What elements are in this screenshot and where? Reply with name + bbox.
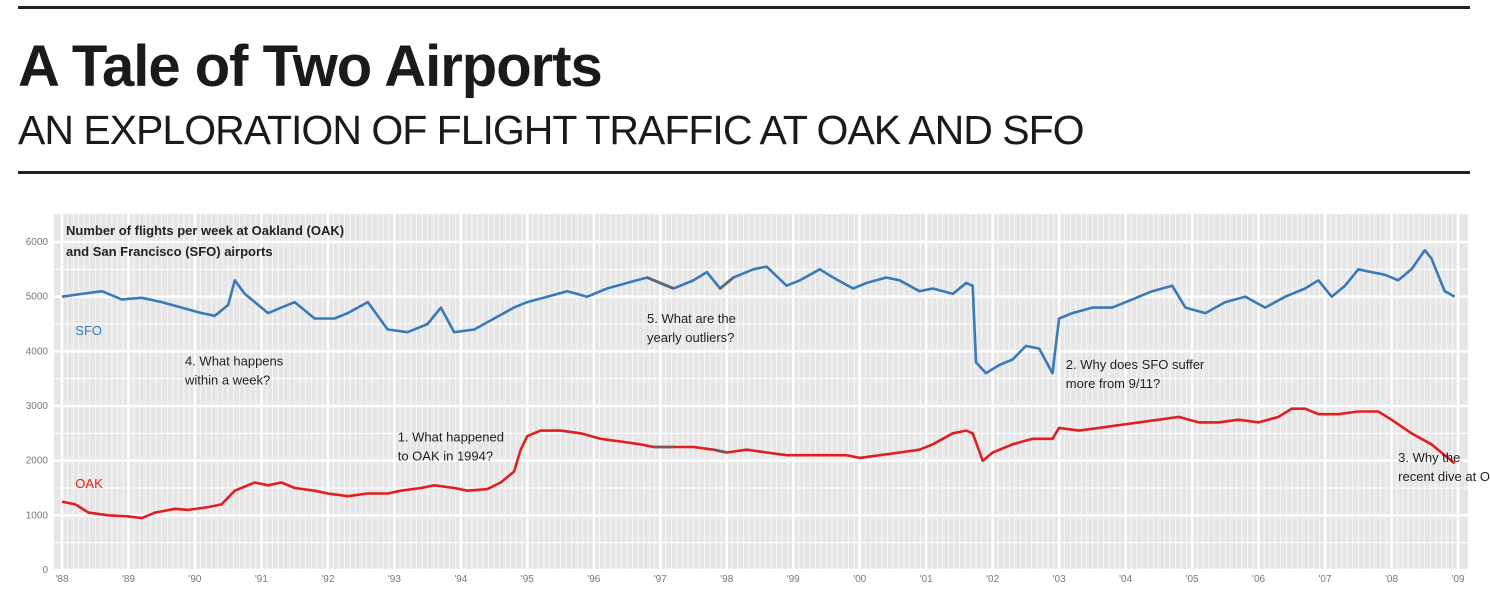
page-subtitle: AN EXPLORATION OF FLIGHT TRAFFIC AT OAK …: [18, 107, 1085, 153]
x-tick-label: '94: [454, 574, 467, 585]
y-tick-label: 6000: [26, 237, 49, 248]
series-lines: [61, 248, 1456, 520]
y-tick-label: 0: [42, 565, 48, 576]
x-tick-label: '88: [55, 574, 68, 585]
annotation-text: more from 9/11?: [1066, 376, 1160, 391]
annotation-text: 2. Why does SFO suffer: [1066, 357, 1205, 372]
x-tick-label: '91: [255, 574, 268, 585]
x-tick-label: '01: [920, 574, 933, 585]
x-tick-label: '95: [521, 574, 534, 585]
y-tick-label: 3000: [26, 401, 49, 412]
x-tick-label: '98: [720, 574, 733, 585]
x-tick-label: '05: [1186, 574, 1199, 585]
x-tick-label: '06: [1252, 574, 1265, 585]
series-labels: SFO OAK: [75, 323, 103, 491]
y-tick-label: 2000: [26, 456, 49, 467]
series-line-sfo: [61, 248, 1456, 375]
x-tick-label: '93: [388, 574, 401, 585]
x-tick-label: '04: [1119, 574, 1132, 585]
chart-title-line-1: Number of flights per week at Oakland (O…: [66, 223, 344, 238]
y-tick-label: 1000: [26, 510, 49, 521]
x-tick-label: '92: [321, 574, 334, 585]
grid-lines: [54, 214, 1468, 572]
outlier-segment: [646, 276, 675, 290]
series-line-oak: [61, 407, 1456, 520]
x-tick-label: '89: [122, 574, 135, 585]
series-label-oak: OAK: [75, 476, 103, 491]
x-tick-label: '07: [1319, 574, 1332, 585]
chart-title-line-2: and San Francisco (SFO) airports: [66, 244, 273, 259]
top-rule: [18, 6, 1470, 9]
y-tick-label: 4000: [26, 346, 49, 357]
annotation-text: 1. What happened: [398, 430, 504, 445]
bottom-rule: [18, 171, 1470, 174]
annotations: 1. What happened to OAK in 1994? 2. Why do…: [184, 311, 1490, 484]
annotation-text: 4. What happens: [185, 354, 284, 369]
x-tick-label: '09: [1451, 574, 1464, 585]
x-tick-label: '97: [654, 574, 667, 585]
annotation-text: recent dive at OAK?: [1398, 469, 1490, 484]
series-label-sfo: SFO: [75, 323, 102, 338]
annotation-text: to OAK in 1994?: [398, 449, 493, 464]
x-tick-label: '03: [1053, 574, 1066, 585]
annotation-text: within a week?: [184, 373, 270, 388]
x-tick-label: '00: [853, 574, 866, 585]
x-tick-label: '96: [587, 574, 600, 585]
x-tick-label: '90: [188, 574, 201, 585]
plot-panel: [54, 214, 1468, 570]
page-title: A Tale of Two Airports: [18, 34, 603, 99]
x-tick-label: '02: [986, 574, 999, 585]
annotation-text: 5. What are the: [647, 311, 736, 326]
flights-line-chart: 0 1000 2000 3000 4000 5000 6000 '88 '89 '90 '91 '9…: [26, 214, 1490, 585]
outlier-segment: [719, 276, 735, 290]
annotation-text: 3. Why the: [1398, 450, 1460, 465]
y-tick-label: 5000: [26, 292, 49, 303]
x-tick-label: '99: [787, 574, 800, 585]
x-axis: '88 '89 '90 '91 '92 '93 '94 '95 '96 '97 '98 '99 '00 '…: [55, 574, 1464, 585]
annotation-text: yearly outliers?: [647, 330, 734, 345]
x-tick-label: '08: [1385, 574, 1398, 585]
outlier-segment: [713, 448, 728, 454]
y-axis: 0 1000 2000 3000 4000 5000 6000: [26, 237, 49, 576]
